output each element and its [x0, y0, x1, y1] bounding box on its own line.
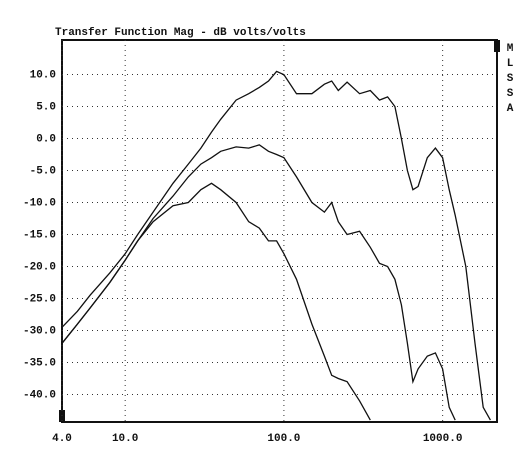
y-tick-label: -35.0	[23, 357, 56, 369]
curve	[61, 182, 371, 421]
y-tick-label: -20.0	[23, 261, 56, 273]
side-label: L	[507, 58, 514, 70]
x-tick-label: 10.0	[112, 433, 138, 445]
y-tick-label: -30.0	[23, 325, 56, 337]
plot-frame	[61, 39, 498, 423]
y-tick-label: -15.0	[23, 229, 56, 241]
curve	[61, 70, 491, 421]
chart-title: Transfer Function Mag - dB volts/volts	[55, 27, 306, 39]
x-tick-label: 1000.0	[423, 433, 463, 445]
y-tick-label: -25.0	[23, 293, 56, 305]
y-tick-label: 5.0	[36, 101, 56, 113]
y-tick-label: -5.0	[30, 165, 56, 177]
curve	[61, 144, 456, 421]
y-tick-label: 0.0	[36, 133, 56, 145]
side-label: S	[507, 73, 514, 85]
x-tick-label: 100.0	[267, 433, 300, 445]
y-tick-label: -10.0	[23, 197, 56, 209]
x-tick-label: 4.0	[52, 433, 72, 445]
side-label: M	[507, 43, 514, 55]
side-label: S	[507, 88, 514, 100]
side-label: A	[507, 103, 514, 115]
y-tick-label: 10.0	[30, 69, 56, 81]
y-tick-label: -40.0	[23, 389, 56, 401]
